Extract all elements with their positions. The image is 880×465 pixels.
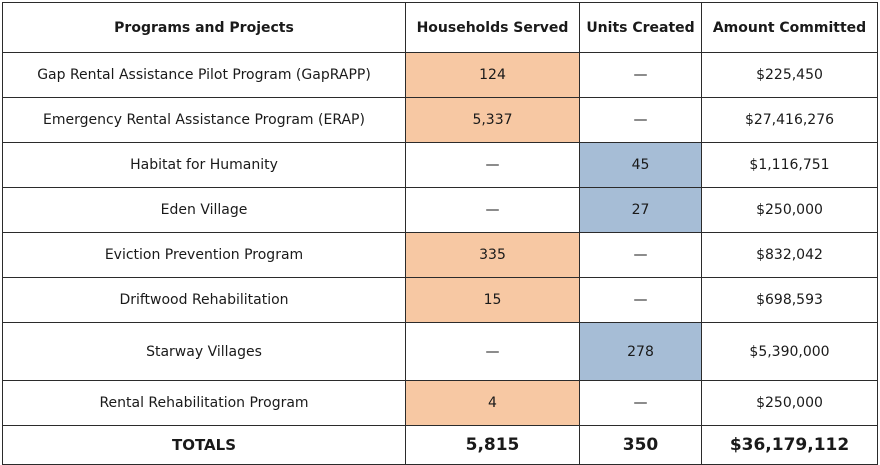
totals-units: 350 [579,425,702,465]
amount-committed: $832,042 [701,232,878,278]
table-row: Emergency Rental Assistance Program (ERA… [2,97,878,143]
amount-committed: $698,593 [701,277,878,323]
table-row: Eviction Prevention Program 335 — $832,0… [2,232,878,278]
program-name: Gap Rental Assistance Pilot Program (Gap… [2,52,406,98]
program-name: Eden Village [2,187,406,233]
table-row: Driftwood Rehabilitation 15 — $698,593 [2,277,878,323]
households-served: 15 [405,277,580,323]
totals-households: 5,815 [405,425,580,465]
amount-committed: $5,390,000 [701,322,878,381]
households-served: — [405,187,580,233]
program-name: Driftwood Rehabilitation [2,277,406,323]
header-row: Programs and Projects Households Served … [2,2,878,53]
table-row: Rental Rehabilitation Program 4 — $250,0… [2,380,878,426]
header-programs: Programs and Projects [2,2,406,53]
program-name: Rental Rehabilitation Program [2,380,406,426]
amount-committed: $225,450 [701,52,878,98]
households-served: — [405,322,580,381]
table-row: Habitat for Humanity — 45 $1,116,751 [2,142,878,188]
table-row: Starway Villages — 278 $5,390,000 [2,322,878,381]
households-served: 335 [405,232,580,278]
amount-committed: $27,416,276 [701,97,878,143]
table-row: Gap Rental Assistance Pilot Program (Gap… [2,52,878,98]
units-created: 278 [579,322,702,381]
header-households: Households Served [405,2,580,53]
units-created: — [579,52,702,98]
units-created: — [579,277,702,323]
totals-row: TOTALS 5,815 350 $36,179,112 [2,425,878,465]
totals-amount: $36,179,112 [701,425,878,465]
households-served: 4 [405,380,580,426]
program-name: Eviction Prevention Program [2,232,406,278]
units-created: — [579,97,702,143]
units-created: 27 [579,187,702,233]
units-created: 45 [579,142,702,188]
households-served: — [405,142,580,188]
header-units: Units Created [579,2,702,53]
amount-committed: $1,116,751 [701,142,878,188]
table-row: Eden Village — 27 $250,000 [2,187,878,233]
units-created: — [579,232,702,278]
households-served: 5,337 [405,97,580,143]
program-name: Habitat for Humanity [2,142,406,188]
amount-committed: $250,000 [701,187,878,233]
amount-committed: $250,000 [701,380,878,426]
program-name: Starway Villages [2,322,406,381]
households-served: 124 [405,52,580,98]
program-name: Emergency Rental Assistance Program (ERA… [2,97,406,143]
totals-label: TOTALS [2,425,406,465]
header-amount: Amount Committed [701,2,878,53]
units-created: — [579,380,702,426]
